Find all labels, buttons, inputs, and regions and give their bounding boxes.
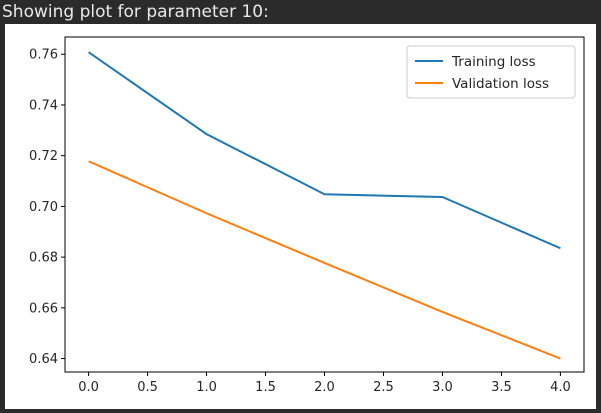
y-axis: 0.64 0.66 0.68 0.70 0.72 0.74 0.76	[29, 48, 65, 367]
output-header: Showing plot for parameter 10:	[2, 2, 269, 22]
legend-box	[406, 45, 576, 99]
y-tick-label: 0.72	[29, 149, 58, 164]
x-tick-label: 0.5	[137, 380, 158, 395]
x-tick-label: 3.5	[491, 380, 512, 395]
axes-frame	[64, 36, 585, 373]
x-axis: 0.0 0.5 1.0 1.5 2.0 2.5 3.0 3.5 4.0	[78, 372, 571, 395]
y-tick-label: 0.66	[29, 301, 58, 316]
x-tick-label: 2.5	[373, 380, 394, 395]
legend-label-0: Training loss	[451, 54, 536, 70]
y-tick-label: 0.70	[29, 200, 58, 215]
y-tick-label: 0.64	[29, 352, 58, 367]
plot-figure: 0.64 0.66 0.68 0.70 0.72 0.74 0.76 0.0 0.5 1.0 1.…	[5, 24, 596, 409]
legend-label-1: Validation loss	[452, 76, 549, 92]
loss-line-chart: 0.64 0.66 0.68 0.70 0.72 0.74 0.76 0.0 0.5 1.0 1.…	[29, 36, 585, 395]
y-tick-label: 0.76	[29, 48, 58, 63]
x-tick-label: 4.0	[550, 380, 571, 395]
x-tick-label: 1.0	[196, 380, 217, 395]
x-tick-label: 0.0	[78, 380, 99, 395]
y-tick-label: 0.74	[29, 98, 58, 113]
series-line-0	[88, 51, 561, 250]
series-line-1	[88, 160, 561, 360]
x-tick-label: 2.0	[314, 380, 335, 395]
y-tick-label: 0.68	[29, 251, 58, 266]
plot-lines	[88, 51, 561, 360]
x-tick-label: 3.0	[432, 380, 453, 395]
x-tick-label: 1.5	[255, 380, 276, 395]
legend: Training loss Validation loss	[406, 45, 576, 99]
